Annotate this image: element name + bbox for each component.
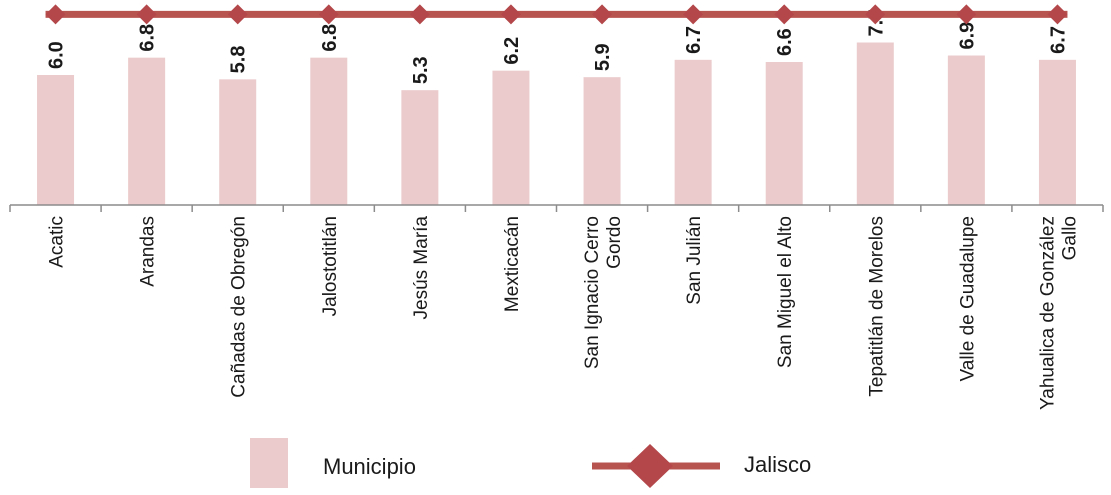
legend-swatch-jalisco-marker <box>627 444 673 488</box>
value-label-11: 6.9 <box>956 22 978 50</box>
value-label-2: 6.8 <box>137 24 159 52</box>
bar-6 <box>492 70 530 206</box>
value-label-7: 5.9 <box>592 43 614 71</box>
jalisco-marker-4 <box>318 4 339 25</box>
bars-group <box>37 42 1076 206</box>
jalisco-marker-8 <box>683 4 704 25</box>
category-label-4: Jalostotitlán <box>320 216 341 316</box>
value-label-12: 6.7 <box>1047 26 1069 54</box>
legend-label-municipio: Municipio <box>323 454 416 479</box>
category-label-3: Cañadas de Obregón <box>229 216 250 398</box>
bar-9 <box>765 62 803 205</box>
jalisco-marker-11 <box>956 4 977 25</box>
category-label-10: Tepatitlán de Morelos <box>866 216 887 397</box>
category-label-2: Arandas <box>138 216 159 287</box>
category-label-1: Acatic <box>47 216 68 268</box>
value-label-9: 6.6 <box>774 28 796 56</box>
jalisco-marker-9 <box>774 4 795 25</box>
jalisco-marker-2 <box>136 4 157 25</box>
category-label-9: San Miguel el Alto <box>775 216 796 368</box>
bar-1 <box>37 75 75 205</box>
jalisco-marker-6 <box>500 4 521 25</box>
category-label-12: Gallo <box>1059 216 1080 260</box>
bar-4 <box>310 57 348 205</box>
jalisco-line <box>45 4 1068 25</box>
jalisco-marker-10 <box>865 4 886 25</box>
value-label-5: 5.3 <box>410 56 432 84</box>
bar-11 <box>947 55 985 205</box>
jalisco-marker-3 <box>227 4 248 25</box>
legend: Municipio Jalisco <box>250 438 811 488</box>
legend-swatch-municipio <box>250 438 288 488</box>
bar-7 <box>583 77 621 205</box>
bar-10 <box>856 42 894 205</box>
category-label-6: Mexticacán <box>502 216 523 312</box>
bar-12 <box>1038 59 1076 206</box>
category-label-5: Jesús María <box>411 216 432 320</box>
value-label-1: 6.0 <box>46 41 68 69</box>
value-label-3: 5.8 <box>228 46 250 74</box>
value-label-4: 6.8 <box>319 24 341 52</box>
category-labels: Acatic Arandas Cañadas de Obregón Jalostoti… <box>47 216 1081 410</box>
category-label-11: Valle de Guadalupe <box>957 216 978 382</box>
value-label-8: 6.7 <box>683 26 705 54</box>
category-label-7: San Ignacio Cerro <box>582 216 603 369</box>
value-label-6: 6.2 <box>501 37 523 65</box>
legend-label-jalisco: Jalisco <box>744 452 811 477</box>
bar-2 <box>128 57 166 205</box>
category-label-7: Gordo <box>604 216 625 269</box>
jalisco-marker-7 <box>592 4 613 25</box>
jalisco-marker-12 <box>1047 4 1068 25</box>
value-labels: 6.06.85.86.85.36.25.96.76.67.56.96.7 <box>46 9 1070 84</box>
bar-5 <box>401 90 439 205</box>
jalisco-marker-5 <box>409 4 430 25</box>
jalisco-marker-1 <box>45 4 66 25</box>
category-label-12: Yahualica de González <box>1037 216 1058 410</box>
bar-8 <box>674 59 712 206</box>
category-label-8: San Julián <box>684 216 705 305</box>
x-axis <box>9 204 1104 212</box>
bar-3 <box>219 79 257 205</box>
